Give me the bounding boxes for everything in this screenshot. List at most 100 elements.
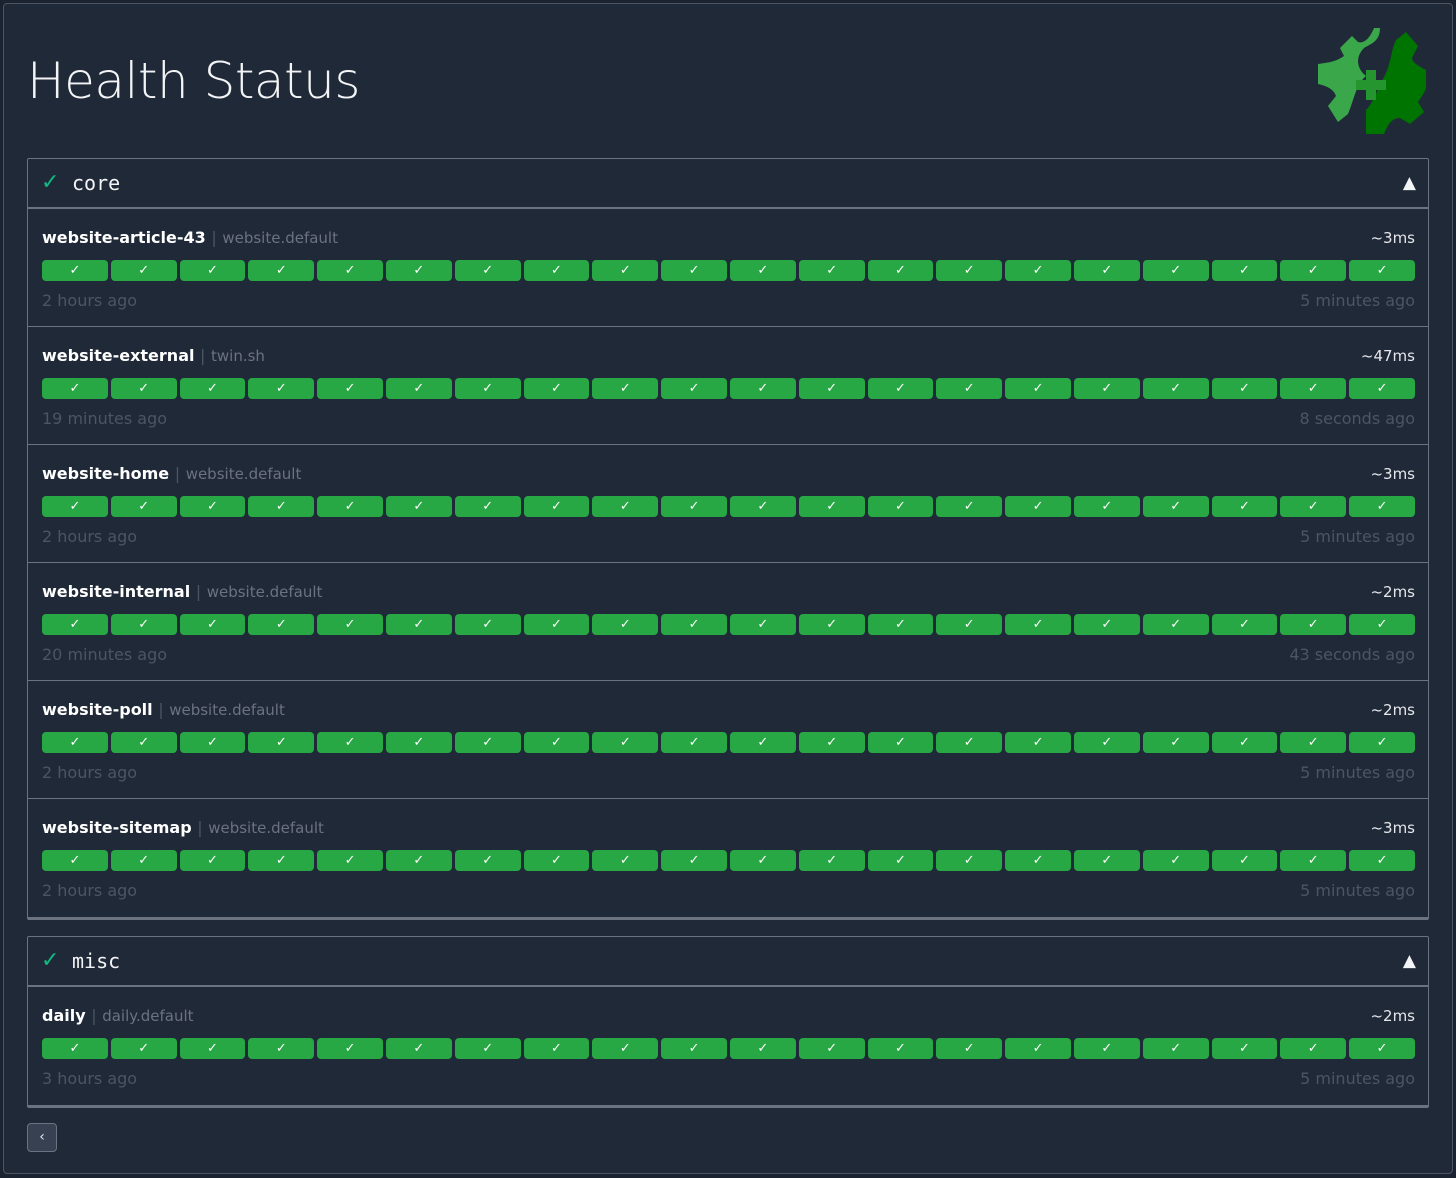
result-bar-success[interactable]: ✓ (1142, 378, 1209, 399)
result-bar-success[interactable]: ✓ (936, 614, 1003, 635)
result-bar-success[interactable]: ✓ (1211, 850, 1278, 871)
result-bar-success[interactable]: ✓ (1280, 1038, 1347, 1059)
collapse-arrow-icon[interactable]: ▲ (1402, 173, 1416, 193)
result-bar-success[interactable]: ✓ (1280, 260, 1347, 281)
group-header[interactable]: ✓ misc ▲ (28, 937, 1428, 987)
group-header[interactable]: ✓ core ▲ (28, 159, 1428, 209)
result-bar-success[interactable]: ✓ (592, 378, 659, 399)
result-bar-success[interactable]: ✓ (1349, 260, 1415, 281)
result-bar-success[interactable]: ✓ (317, 732, 383, 753)
endpoint-row[interactable]: website-home | website.default ~3ms ✓ ✓ ✓ ✓… (28, 445, 1428, 563)
result-bar-success[interactable]: ✓ (592, 850, 659, 871)
result-bar-success[interactable]: ✓ (729, 260, 796, 281)
result-bar-success[interactable]: ✓ (1349, 496, 1415, 517)
result-bar-success[interactable]: ✓ (1349, 378, 1415, 399)
result-bar-success[interactable]: ✓ (1280, 732, 1347, 753)
result-bar-success[interactable]: ✓ (1349, 850, 1415, 871)
result-bar-success[interactable]: ✓ (523, 496, 590, 517)
endpoint-name[interactable]: daily (42, 1006, 86, 1025)
result-bar-success[interactable]: ✓ (936, 496, 1003, 517)
result-bar-success[interactable]: ✓ (661, 732, 727, 753)
result-bar-success[interactable]: ✓ (1142, 850, 1209, 871)
result-bar-success[interactable]: ✓ (248, 732, 315, 753)
endpoint-name[interactable]: website-home (42, 464, 170, 483)
result-bar-success[interactable]: ✓ (592, 260, 659, 281)
result-bar-success[interactable]: ✓ (1005, 260, 1071, 281)
result-bar-success[interactable]: ✓ (42, 1038, 108, 1059)
result-bar-success[interactable]: ✓ (661, 1038, 727, 1059)
result-bar-success[interactable]: ✓ (385, 732, 452, 753)
result-bar-success[interactable]: ✓ (1280, 378, 1347, 399)
result-bar-success[interactable]: ✓ (1142, 260, 1209, 281)
result-bar-success[interactable]: ✓ (110, 260, 177, 281)
result-bar-success[interactable]: ✓ (248, 496, 315, 517)
result-bar-success[interactable]: ✓ (454, 378, 521, 399)
result-bar-success[interactable]: ✓ (729, 732, 796, 753)
result-bar-success[interactable]: ✓ (729, 614, 796, 635)
result-bar-success[interactable]: ✓ (1142, 732, 1209, 753)
endpoint-name[interactable]: website-external (42, 346, 195, 365)
result-bar-success[interactable]: ✓ (1073, 496, 1140, 517)
result-bar-success[interactable]: ✓ (936, 1038, 1003, 1059)
result-bar-success[interactable]: ✓ (867, 850, 934, 871)
result-bar-success[interactable]: ✓ (523, 260, 590, 281)
result-bar-success[interactable]: ✓ (936, 378, 1003, 399)
result-bar-success[interactable]: ✓ (729, 378, 796, 399)
result-bar-success[interactable]: ✓ (867, 614, 934, 635)
result-bar-success[interactable]: ✓ (248, 378, 315, 399)
result-bar-success[interactable]: ✓ (248, 1038, 315, 1059)
result-bar-success[interactable]: ✓ (592, 1038, 659, 1059)
result-bar-success[interactable]: ✓ (1349, 1038, 1415, 1059)
result-bar-success[interactable]: ✓ (385, 378, 452, 399)
result-bar-success[interactable]: ✓ (592, 614, 659, 635)
result-bar-success[interactable]: ✓ (42, 260, 108, 281)
result-bar-success[interactable]: ✓ (42, 496, 108, 517)
result-bar-success[interactable]: ✓ (385, 1038, 452, 1059)
result-bar-success[interactable]: ✓ (798, 1038, 865, 1059)
result-bar-success[interactable]: ✓ (729, 850, 796, 871)
result-bar-success[interactable]: ✓ (523, 1038, 590, 1059)
result-bar-success[interactable]: ✓ (523, 850, 590, 871)
result-bar-success[interactable]: ✓ (661, 614, 727, 635)
result-bar-success[interactable]: ✓ (1349, 732, 1415, 753)
result-bar-success[interactable]: ✓ (1005, 496, 1071, 517)
collapse-arrow-icon[interactable]: ▲ (1402, 951, 1416, 971)
result-bar-success[interactable]: ✓ (867, 496, 934, 517)
result-bar-success[interactable]: ✓ (1005, 850, 1071, 871)
result-bar-success[interactable]: ✓ (317, 614, 383, 635)
result-bar-success[interactable]: ✓ (42, 378, 108, 399)
result-bar-success[interactable]: ✓ (110, 732, 177, 753)
result-bar-success[interactable]: ✓ (1280, 614, 1347, 635)
result-bar-success[interactable]: ✓ (42, 850, 108, 871)
result-bar-success[interactable]: ✓ (1142, 496, 1209, 517)
result-bar-success[interactable]: ✓ (317, 378, 383, 399)
result-bar-success[interactable]: ✓ (454, 260, 521, 281)
result-bar-success[interactable]: ✓ (1005, 732, 1071, 753)
result-bar-success[interactable]: ✓ (179, 1038, 246, 1059)
result-bar-success[interactable]: ✓ (1211, 260, 1278, 281)
result-bar-success[interactable]: ✓ (179, 614, 246, 635)
result-bar-success[interactable]: ✓ (110, 378, 177, 399)
result-bar-success[interactable]: ✓ (661, 496, 727, 517)
result-bar-success[interactable]: ✓ (1005, 378, 1071, 399)
result-bar-success[interactable]: ✓ (317, 850, 383, 871)
result-bar-success[interactable]: ✓ (661, 850, 727, 871)
result-bar-success[interactable]: ✓ (1073, 614, 1140, 635)
result-bar-success[interactable]: ✓ (867, 732, 934, 753)
result-bar-success[interactable]: ✓ (454, 614, 521, 635)
result-bar-success[interactable]: ✓ (179, 496, 246, 517)
result-bar-success[interactable]: ✓ (1211, 732, 1278, 753)
result-bar-success[interactable]: ✓ (317, 1038, 383, 1059)
result-bar-success[interactable]: ✓ (179, 378, 246, 399)
result-bar-success[interactable]: ✓ (1211, 378, 1278, 399)
result-bar-success[interactable]: ✓ (1073, 260, 1140, 281)
result-bar-success[interactable]: ✓ (1073, 732, 1140, 753)
result-bar-success[interactable]: ✓ (110, 496, 177, 517)
endpoint-row[interactable]: website-poll | website.default ~2ms ✓ ✓ ✓ ✓… (28, 681, 1428, 799)
result-bar-success[interactable]: ✓ (110, 850, 177, 871)
result-bar-success[interactable]: ✓ (729, 496, 796, 517)
result-bar-success[interactable]: ✓ (179, 850, 246, 871)
result-bar-success[interactable]: ✓ (1005, 1038, 1071, 1059)
result-bar-success[interactable]: ✓ (385, 260, 452, 281)
endpoint-row[interactable]: website-article-43 | website.default ~3m… (28, 209, 1428, 327)
